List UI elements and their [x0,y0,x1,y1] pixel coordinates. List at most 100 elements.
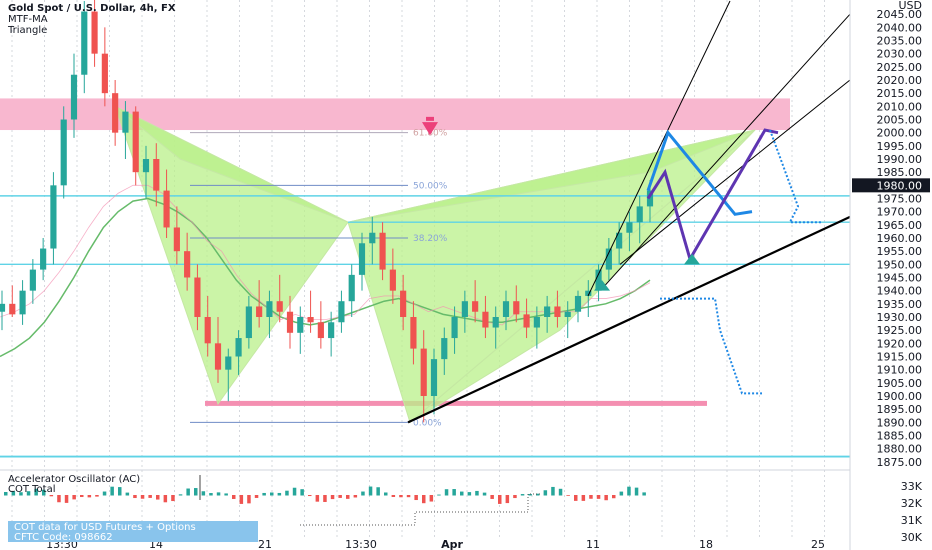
candle-body [266,301,273,317]
oscillator-bar [34,488,38,496]
oscillator-bar [216,492,221,496]
oscillator-bar [361,491,365,496]
candle-body [163,190,170,228]
oscillator-bar [612,495,616,499]
oscillator-bar [368,486,373,496]
candle-body [276,301,283,312]
time-tick-label: 18 [699,538,713,550]
price-axis[interactable]: 2045.002040.002035.002030.002025.002020.… [849,0,930,550]
oscillator-bar [482,492,487,496]
candle-body [184,251,191,278]
oscillator-bar [247,495,251,504]
sell-arrow-icon [422,122,438,136]
time-tick-label: 11 [586,538,600,550]
candle-body [101,53,108,94]
candle-body [245,306,252,339]
oscillator-bar [338,495,342,498]
fib-level-label: 38.20% [413,234,448,244]
price-tick-label: 1910.00 [877,364,923,377]
candle-body [348,274,355,302]
time-tick-label: Apr [441,538,463,550]
candle-body [451,317,458,339]
oscillator-bar [178,494,183,496]
oscillator-bar [619,491,624,496]
ascending-support-line[interactable] [407,215,851,424]
oscillator-bar [308,495,312,497]
candle-body [338,301,345,323]
candle-body [523,314,530,328]
harmonic-leg [347,129,756,424]
candle-body [420,348,427,396]
price-tick-label: 1965.00 [877,219,923,232]
oscillator-bar [520,494,525,496]
oscillator-bar [277,492,282,496]
oscillator-bar [596,495,601,499]
price-tick-label: 1950.00 [877,258,923,271]
candle-body [317,322,324,339]
oscillator-bar [140,495,145,499]
oscillator-bar [391,495,396,498]
price-tick-label: 1935.00 [877,298,923,311]
fan-line-1[interactable] [587,0,731,297]
oscillator-bar [224,493,228,496]
candle-body [81,11,88,75]
candle-body [461,301,468,317]
oscillator-bar [133,495,137,499]
projection-dotted-lower[interactable] [660,297,762,395]
horizontal-levels[interactable] [0,195,850,458]
fan-line-3[interactable] [619,79,851,265]
cot-info-line2: CFTC Code: 098662 [14,532,113,543]
candle-body [626,222,633,233]
moving-averages [0,184,651,358]
oscillator-bar [125,492,130,496]
fan-line-2[interactable] [604,13,851,286]
candle-body [533,317,540,328]
time-tick-label: 13:30 [345,538,377,550]
oscillator-bar [513,495,517,499]
candle-body [70,74,78,120]
candle-body [29,269,36,291]
oscillator-pane: 33K 32K 31K 30K 29K [4,475,923,550]
oscillator-bar [42,489,46,496]
candle-body [492,317,499,328]
candle-body [554,306,561,317]
oscillator-bar [460,491,464,496]
oscillator-bar [292,487,297,496]
cot-tick-label: 29K [901,548,923,550]
oscillator-bar [209,493,213,496]
price-tick-label: 1915.00 [877,351,923,364]
projection-path-blue[interactable] [646,129,753,216]
oscillator-bar [239,495,244,504]
candle-body [173,227,180,252]
price-tick-label: 1895.00 [877,403,923,416]
candle-body [297,317,304,333]
trendlines[interactable] [407,0,851,424]
oscillator-bar [437,494,441,496]
candle-body [328,322,335,339]
oscillator-bar [323,495,327,502]
harmonic-leg [409,129,756,423]
harmonic-pattern [114,105,756,424]
fib-level-label: 50.00% [413,181,448,191]
buy-arrow-icon [594,280,610,291]
price-tick-label: 1920.00 [877,337,923,350]
oscillator-bar [475,490,479,496]
indicator-triangle: Triangle [7,25,47,36]
candle-body [50,185,57,249]
candle-body [502,301,510,317]
indicator-mtf-ma: MTF-MA [8,14,48,25]
candle-body [400,290,407,317]
oscillator-bar [528,494,532,496]
oscillator-bar [163,495,168,503]
oscillator-bar [11,491,16,496]
price-tick-label: 2010.00 [877,100,923,113]
oscillator-bar [171,495,175,502]
oscillator-bar [429,495,434,502]
price-tick-label: 1945.00 [877,272,923,285]
fib-level-label: 0.00% [413,418,442,428]
candle-body [153,159,160,191]
oscillator-bar [232,495,236,499]
oscillator-bar [490,495,494,499]
projection-dotted-upper[interactable] [769,129,822,224]
